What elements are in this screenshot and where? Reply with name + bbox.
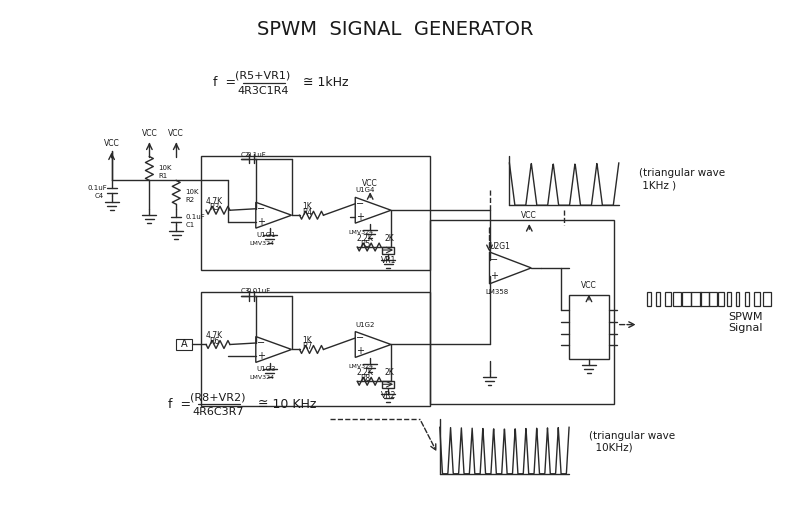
Text: 10K: 10K xyxy=(158,165,172,171)
Bar xyxy=(700,292,710,306)
Text: −: − xyxy=(356,333,364,343)
Bar xyxy=(674,292,682,306)
Text: R4: R4 xyxy=(302,208,313,216)
Text: VCC: VCC xyxy=(142,129,158,138)
Bar xyxy=(665,292,670,306)
Text: f  =: f = xyxy=(213,77,236,89)
Text: 0.1uF: 0.1uF xyxy=(247,152,266,158)
Bar xyxy=(646,292,650,306)
Text: 1K: 1K xyxy=(302,336,312,345)
Text: LMV324: LMV324 xyxy=(349,364,374,369)
Text: VCC: VCC xyxy=(581,281,597,291)
Text: VR1: VR1 xyxy=(382,257,397,266)
Text: 0.01uF: 0.01uF xyxy=(246,288,271,294)
Text: 10K: 10K xyxy=(185,189,198,195)
Bar xyxy=(201,292,430,406)
Text: f  =: f = xyxy=(168,397,191,411)
Bar xyxy=(569,295,609,359)
Text: C3: C3 xyxy=(240,288,250,294)
Bar xyxy=(727,292,731,306)
Text: (triangular wave
  10KHz): (triangular wave 10KHz) xyxy=(589,431,675,453)
Bar xyxy=(718,292,724,306)
Text: R1: R1 xyxy=(158,173,167,179)
Text: +: + xyxy=(356,346,364,356)
Bar xyxy=(176,339,192,350)
Text: −: − xyxy=(257,204,265,214)
Text: VCC: VCC xyxy=(104,139,119,148)
Text: +: + xyxy=(490,271,498,281)
Bar xyxy=(382,247,394,254)
Text: VCC: VCC xyxy=(168,129,184,138)
Text: (R5+VR1): (R5+VR1) xyxy=(235,71,290,81)
Bar xyxy=(710,292,718,306)
Text: VCC: VCC xyxy=(362,179,378,188)
Text: R7: R7 xyxy=(302,342,313,351)
Text: VCC: VCC xyxy=(522,211,537,220)
Bar xyxy=(691,292,702,306)
Text: R6: R6 xyxy=(209,337,219,346)
Text: 2.2K: 2.2K xyxy=(357,234,374,242)
Bar xyxy=(655,292,659,306)
Text: U1G4: U1G4 xyxy=(355,188,375,193)
Text: 1K: 1K xyxy=(302,202,312,211)
Text: VR2: VR2 xyxy=(382,391,397,400)
Text: U1G2: U1G2 xyxy=(355,321,375,328)
Text: 2.2K: 2.2K xyxy=(357,368,374,377)
Text: −: − xyxy=(490,255,498,265)
Text: 4.7K: 4.7K xyxy=(206,197,222,206)
Text: +: + xyxy=(356,212,364,222)
Text: +: + xyxy=(257,216,265,227)
Text: SPWM  SIGNAL  GENERATOR: SPWM SIGNAL GENERATOR xyxy=(257,20,534,39)
Text: C1: C1 xyxy=(185,222,194,228)
Text: 4R6C3R7: 4R6C3R7 xyxy=(192,407,244,417)
Text: −: − xyxy=(257,338,265,348)
Text: SPWM
Signal: SPWM Signal xyxy=(728,312,762,334)
Text: A: A xyxy=(181,340,187,349)
Text: C2: C2 xyxy=(240,152,250,158)
Text: (triangular wave
 1KHz ): (triangular wave 1KHz ) xyxy=(638,168,725,190)
Text: +: + xyxy=(257,351,265,361)
Text: U1G3: U1G3 xyxy=(256,367,275,372)
Text: ≅ 10 KHz: ≅ 10 KHz xyxy=(258,397,316,411)
Bar xyxy=(754,292,760,306)
Text: R5: R5 xyxy=(360,239,370,248)
Text: R2: R2 xyxy=(185,197,194,203)
Text: LMV324: LMV324 xyxy=(249,240,274,245)
Text: LMV324: LMV324 xyxy=(249,375,274,380)
Text: C4: C4 xyxy=(95,193,104,199)
Text: 0.1uF: 0.1uF xyxy=(185,214,205,220)
Text: 2K: 2K xyxy=(384,234,394,242)
Text: R3: R3 xyxy=(209,203,219,212)
Text: U2G1: U2G1 xyxy=(489,241,510,250)
Text: ≅ 1kHz: ≅ 1kHz xyxy=(302,77,348,89)
Text: LM358: LM358 xyxy=(486,289,509,295)
Text: 4R3C1R4: 4R3C1R4 xyxy=(237,86,289,96)
Text: 0.1uF: 0.1uF xyxy=(88,186,107,191)
Text: 2K: 2K xyxy=(384,368,394,377)
Text: (R8+VR2): (R8+VR2) xyxy=(190,392,246,402)
Text: U1G1: U1G1 xyxy=(256,232,275,238)
Bar xyxy=(736,292,739,306)
Text: −: − xyxy=(356,199,364,209)
Bar xyxy=(382,381,394,388)
Bar xyxy=(745,292,749,306)
Text: 4.7K: 4.7K xyxy=(206,331,222,340)
Bar xyxy=(682,292,691,306)
Bar xyxy=(201,156,430,270)
Bar xyxy=(763,292,771,306)
Text: LMV324: LMV324 xyxy=(349,230,374,235)
Text: R8: R8 xyxy=(360,374,370,383)
Bar xyxy=(430,220,614,404)
